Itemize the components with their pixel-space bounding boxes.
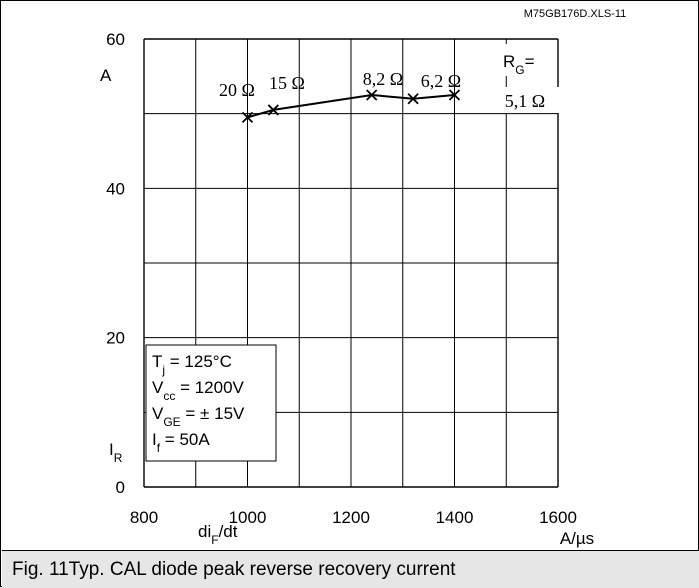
data-label: 6,2 Ω [421,71,461,91]
figure-caption: Fig. 11Typ. CAL diode peak reverse recov… [12,559,456,580]
axis-labels: A IR diF/dt A/µs [100,66,594,548]
label-backdrop [491,87,561,113]
label-backdrop [501,44,555,76]
y-tick-label: 20 [106,329,125,348]
x-tick-label: 1000 [229,508,267,527]
x-axis-unit: A/µs [560,529,594,548]
series: 20 Ω 15 Ω 8,2 Ω 6,2 Ω 5,1 Ω RG= [219,44,561,124]
y-axis-unit: A [100,66,112,85]
data-point-marker [366,89,378,101]
data-point-marker [407,93,419,105]
y-axis-label: IR [109,440,123,465]
caption-bar: Fig. 11Typ. CAL diode peak reverse recov… [2,550,699,588]
data-label: 15 Ω [269,73,305,93]
y-tick-label: 0 [116,478,125,497]
doc-id: M75GB176D.XLS-11 [524,8,627,20]
data-label: 20 Ω [219,80,255,100]
tick-labels: 800 1000 1200 1400 1600 0 20 40 60 [106,30,577,527]
x-tick-label: 800 [130,508,158,527]
data-point-marker [448,89,461,101]
condition-line: Vcc = 1200V [152,378,245,403]
data-label: 5,1 Ω [505,91,545,111]
y-tick-label: 60 [106,30,125,49]
condition-line: Tj = 125°C [152,352,232,377]
condition-line: VGE = ± 15V [152,404,245,429]
y-tick-label: 40 [106,179,125,198]
condition-line: If = 50A [152,430,210,455]
data-label: 8,2 Ω [363,69,403,89]
x-axis-label: diF/dt [198,522,238,547]
conditions-box-border [145,344,277,462]
x-tick-label: 1400 [436,508,474,527]
data-point-marker [267,104,280,116]
chart-svg: M75GB176D.XLS-11 800 1000 1200 1400 1600 0 20 4… [100,8,627,548]
rg-label: RG= [503,52,535,77]
x-tick-label: 1200 [332,508,370,527]
x-tick-label: 1600 [539,508,577,527]
data-point-marker [241,111,254,124]
